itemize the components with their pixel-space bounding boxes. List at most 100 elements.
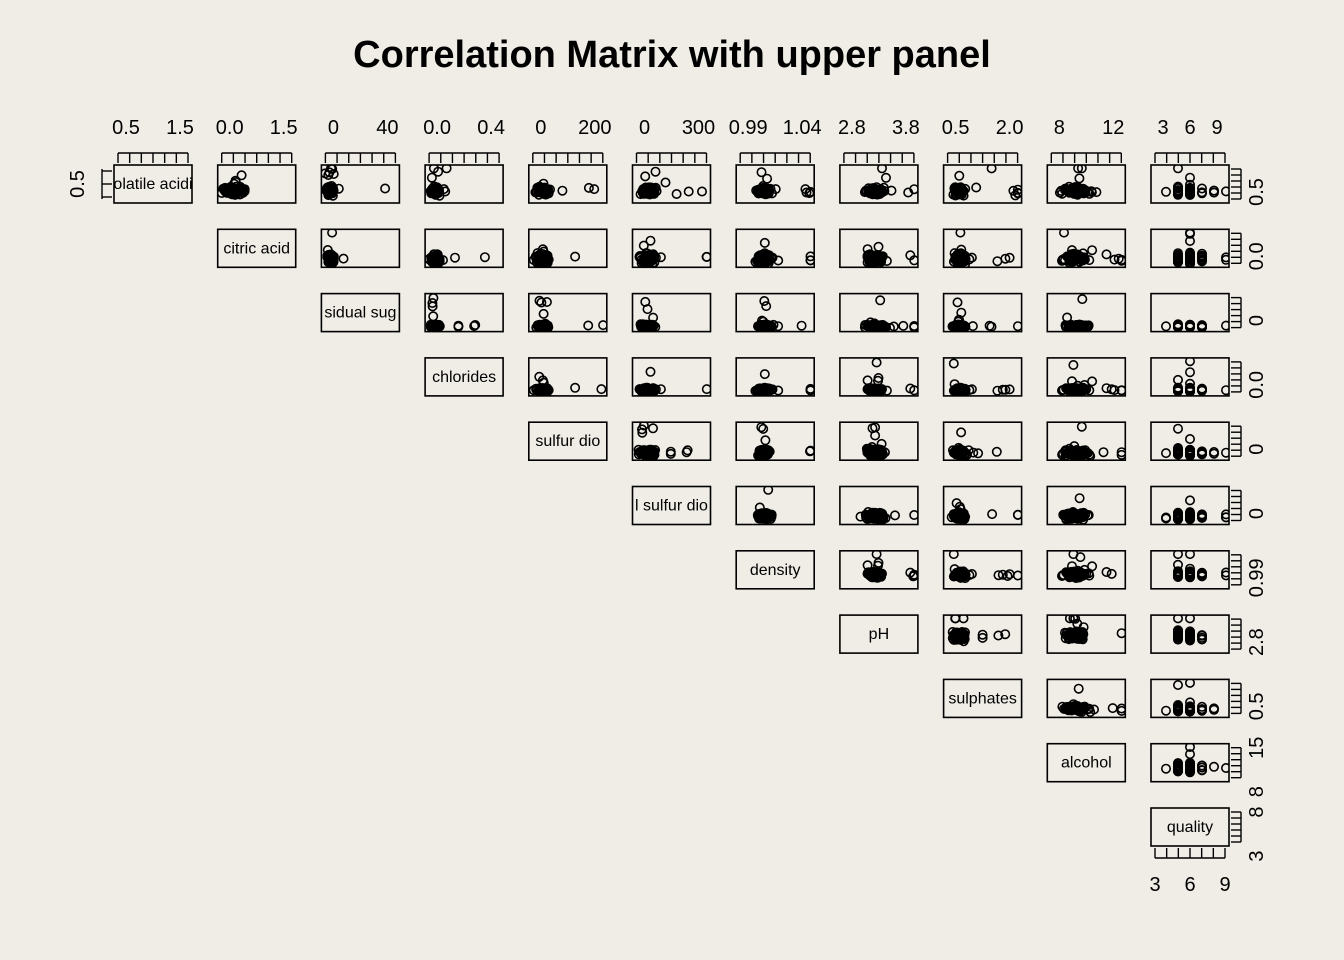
data-point (1185, 378, 1196, 389)
data-point (958, 615, 969, 624)
data-point (1073, 165, 1084, 174)
data-point (796, 320, 807, 331)
data-point (638, 383, 649, 394)
scatter-points (948, 550, 1022, 584)
data-point (1197, 187, 1208, 198)
scatter-points (947, 427, 1002, 461)
data-point (1072, 321, 1083, 332)
data-point (640, 449, 651, 460)
data-point (1221, 254, 1229, 265)
data-point (764, 383, 775, 394)
panel-0-8 (942, 164, 1023, 204)
diagonal-label: chlorides (432, 369, 496, 386)
data-point (948, 550, 959, 560)
scatter-points (855, 506, 918, 525)
scatter-points (217, 170, 250, 200)
panel-1-4 (527, 228, 608, 269)
data-point (1076, 422, 1087, 432)
data-point (537, 188, 548, 199)
data-point (324, 167, 335, 178)
top-tick-label: 8 (1054, 117, 1065, 139)
data-point (968, 447, 979, 458)
data-point (759, 447, 770, 458)
data-point (637, 427, 648, 438)
data-point (427, 185, 438, 196)
panel-frame (631, 292, 712, 333)
top-axis-4: 0 200 (532, 117, 611, 163)
panel-2-6 (735, 292, 816, 333)
right-tick-label: 15 (1246, 737, 1268, 759)
scatter-points (634, 366, 711, 396)
data-point (804, 188, 815, 199)
data-point (583, 182, 594, 193)
data-point (1173, 700, 1184, 711)
panel-2-7 (839, 292, 919, 333)
data-point (1197, 701, 1208, 712)
scatter-points (752, 295, 807, 332)
data-point (1173, 385, 1184, 396)
data-point (758, 446, 769, 457)
bottom-tick-label: 6 (1184, 874, 1195, 896)
top-axis-6: 0.99 1.04 (729, 117, 822, 163)
data-point (898, 320, 909, 331)
data-point (1064, 615, 1075, 624)
scatter-points (947, 297, 1022, 332)
top-tick-label: 2.8 (838, 117, 866, 139)
panel-1-9 (1046, 228, 1127, 269)
panel-frame (527, 164, 608, 204)
data-point (909, 255, 918, 266)
data-point (1071, 704, 1082, 715)
data-point (955, 250, 966, 261)
right-axis-10: 83 (1231, 806, 1268, 862)
data-point (1071, 632, 1082, 643)
data-point (869, 186, 880, 197)
data-point (1209, 446, 1220, 457)
data-point (763, 512, 774, 523)
top-tick-label: 12 (1102, 117, 1124, 139)
scatter-points (1173, 229, 1229, 268)
panel-0-10 (1150, 164, 1230, 204)
data-point (540, 255, 551, 266)
data-point (479, 252, 490, 263)
data-point (909, 321, 918, 331)
data-point (952, 297, 963, 308)
data-point (1071, 511, 1082, 522)
data-point (1077, 626, 1088, 637)
right-tick-label: 0 (1246, 508, 1268, 519)
data-point (540, 251, 551, 262)
top-tick-label: 300 (682, 117, 715, 139)
data-point (956, 427, 967, 438)
data-point (683, 186, 694, 197)
data-point (971, 182, 982, 193)
data-point (863, 249, 874, 260)
right-tick-label: 0.0 (1246, 371, 1268, 399)
panel-0-1 (216, 164, 297, 204)
scatter-points (1173, 550, 1229, 583)
data-point (959, 629, 970, 640)
data-point (757, 185, 768, 196)
data-point (1073, 683, 1084, 694)
data-point (865, 317, 876, 328)
data-point (805, 186, 815, 197)
panel-0-5 (631, 164, 712, 204)
panel-4-7 (839, 421, 919, 462)
data-point (1078, 622, 1089, 633)
top-tick-label: 1.5 (166, 117, 194, 139)
data-point (1209, 185, 1220, 196)
right-axis-8: 0.5 (1231, 682, 1268, 720)
right-tick-label: 8 (1246, 806, 1268, 817)
data-point (1185, 569, 1196, 580)
data-point (1197, 252, 1208, 263)
panel-3-6 (735, 357, 816, 397)
data-point (1173, 629, 1184, 640)
data-point (952, 252, 963, 263)
scatter-points (1058, 493, 1094, 525)
data-point (1197, 760, 1208, 771)
data-point (1071, 320, 1082, 331)
data-point (879, 447, 890, 458)
panel-frame (216, 164, 297, 204)
data-point (1173, 446, 1184, 457)
data-point (1185, 229, 1195, 238)
data-point (321, 168, 331, 179)
